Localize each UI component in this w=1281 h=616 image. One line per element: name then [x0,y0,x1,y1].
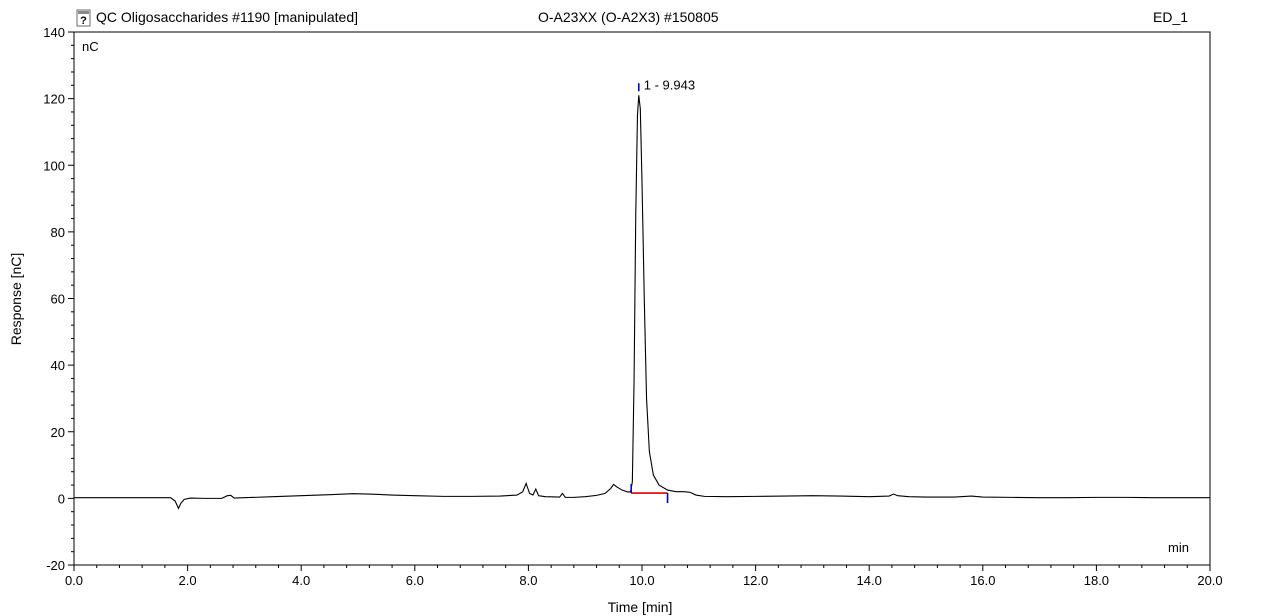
svg-text:?: ? [80,15,87,27]
y-axis-title: Response [nC] [8,253,24,346]
peak-label: 1 - 9.943 [644,77,695,92]
x-tick-label: 0.0 [65,573,83,588]
channel-label: ED_1 [1153,9,1188,25]
x-tick-label: 2.0 [179,573,197,588]
x-unit-label: min [1168,540,1189,555]
y-tick-label: 60 [51,292,65,307]
x-tick-label: 8.0 [519,573,537,588]
y-tick-label: 140 [43,25,65,40]
x-tick-label: 10.0 [629,573,654,588]
x-tick-label: 12.0 [743,573,768,588]
y-tick-label: 120 [43,92,65,107]
y-tick-label: 80 [51,225,65,240]
chromatogram-trace [74,95,1210,510]
x-tick-label: 6.0 [406,573,424,588]
y-tick-label: 20 [51,425,65,440]
x-tick-label: 20.0 [1197,573,1222,588]
x-axis: 0.0 2.0 4.0 6.0 8.0 10.0 12.0 14.0 16.0 18.0 20.0 [65,565,1223,588]
x-tick-label: 14.0 [857,573,882,588]
y-tick-label: 0 [58,491,65,506]
x-tick-label: 16.0 [970,573,995,588]
y-tick-label: -20 [46,558,65,573]
help-document-icon[interactable]: ? [76,9,91,27]
sequence-title: QC Oligosaccharides #1190 [manipulated] [96,9,358,25]
plot-frame [73,31,1211,566]
y-tick-label: 100 [43,158,65,173]
x-axis-title: Time [min] [608,599,673,615]
x-tick-label: 18.0 [1084,573,1109,588]
y-axis: -20 0 20 40 60 80 100 120 140 [43,25,74,573]
header-bar: ? QC Oligosaccharides #1190 [manipulated… [76,9,1188,27]
y-tick-label: 40 [51,358,65,373]
y-unit-label: nC [82,39,99,54]
x-tick-label: 4.0 [292,573,310,588]
sample-title: O-A23XX (O-A2X3) #150805 [538,9,719,25]
